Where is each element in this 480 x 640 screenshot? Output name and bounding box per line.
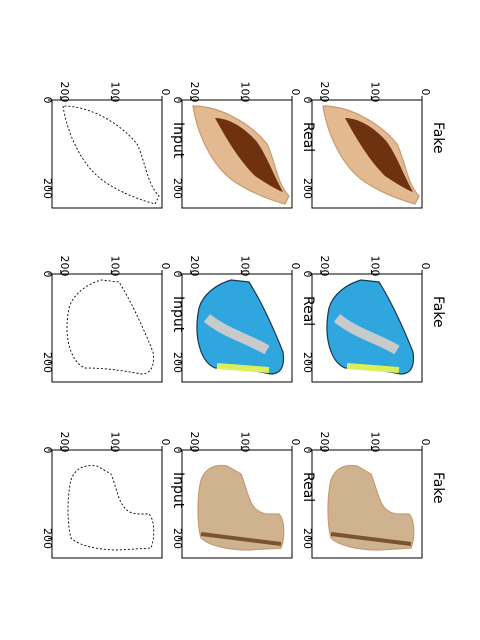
bottom-tick-label: 200 xyxy=(301,352,314,373)
bottom-tick-label: 200 xyxy=(171,528,184,549)
boot-sketch xyxy=(67,465,155,551)
panel-frame xyxy=(311,449,423,559)
bottom-tick-label: 200 xyxy=(301,528,314,549)
row3-fake-title: Fake xyxy=(430,472,446,504)
sneaker-mesh xyxy=(333,314,400,355)
row1-real-title: Real xyxy=(300,122,316,152)
panel-boot-input: 0 100 200 0 200 xyxy=(41,432,172,559)
panel-frame xyxy=(311,99,423,209)
panel-sneaker-input: 0 100 200 0 200 xyxy=(41,256,172,383)
left-tick-label: 0 xyxy=(419,89,432,96)
left-tick-label: 0 xyxy=(289,89,302,96)
panel-shoe-input: 0 100 200 0 200 xyxy=(41,82,172,209)
panel-frame xyxy=(181,449,293,559)
left-tick-label: 100 xyxy=(368,82,381,103)
sneaker-image xyxy=(326,279,415,375)
left-tick-label: 0 xyxy=(159,89,172,96)
panel-frame xyxy=(311,273,423,383)
row1-input-title: Input xyxy=(170,122,186,159)
panel-boot-real: 0 100 200 0 200 xyxy=(171,432,302,559)
panel-frame xyxy=(51,273,163,383)
left-tick-label: 0 xyxy=(419,439,432,446)
bottom-tick-label: 200 xyxy=(171,178,184,199)
bottom-tick-label: 0 xyxy=(171,447,184,454)
left-tick-label: 100 xyxy=(368,256,381,277)
bottom-tick-label: 0 xyxy=(171,97,184,104)
row1-fake-title: Fake xyxy=(430,122,446,154)
panel-frame xyxy=(181,273,293,383)
bottom-tick-label: 0 xyxy=(301,271,314,278)
sneaker-sole-accent xyxy=(346,363,400,373)
bottom-tick-label: 200 xyxy=(41,178,54,199)
bottom-tick-label: 200 xyxy=(41,528,54,549)
left-tick-label: 0 xyxy=(159,439,172,446)
row2-input-title: Input xyxy=(170,296,186,333)
left-tick-label: 200 xyxy=(188,432,201,453)
panel-sneaker-real: 0 100 200 0 200 xyxy=(171,256,302,383)
row2-real-title: Real xyxy=(300,296,316,326)
bottom-tick-label: 200 xyxy=(41,352,54,373)
panel-boot-fake: 0 100 200 0 200 xyxy=(301,432,432,559)
panel-shoe-real: 0 100 200 0 200 xyxy=(171,82,302,209)
left-tick-label: 200 xyxy=(58,432,71,453)
bottom-tick-label: 0 xyxy=(41,271,54,278)
boot-sole xyxy=(200,532,282,546)
left-tick-label: 100 xyxy=(238,432,251,453)
left-tick-label: 100 xyxy=(108,432,121,453)
panels-layer: 0 100 200 0 200 0 100 200 0 200 0 100 200 0 200 0 100 200… xyxy=(41,82,432,559)
left-tick-label: 200 xyxy=(58,82,71,103)
left-tick-label: 200 xyxy=(188,82,201,103)
bottom-tick-label: 200 xyxy=(171,352,184,373)
bottom-tick-label: 0 xyxy=(301,97,314,104)
sneaker-sketch xyxy=(66,279,154,375)
left-tick-label: 100 xyxy=(238,256,251,277)
panel-shoe-fake: 0 100 200 0 200 xyxy=(301,82,432,209)
bottom-tick-label: 0 xyxy=(301,447,314,454)
left-tick-label: 100 xyxy=(368,432,381,453)
panel-sneaker-fake: 0 100 200 0 200 xyxy=(301,256,432,383)
row3-real-title: Real xyxy=(300,472,316,502)
left-tick-label: 0 xyxy=(289,263,302,270)
left-tick-label: 100 xyxy=(108,256,121,277)
sneaker-sole-accent xyxy=(216,363,270,373)
left-tick-label: 100 xyxy=(238,82,251,103)
boot-sole xyxy=(330,532,412,546)
labels-layer: Fake Real Input Fake Real Input Fake Rea… xyxy=(170,122,446,509)
left-tick-label: 0 xyxy=(159,263,172,270)
panel-frame xyxy=(51,99,163,209)
bottom-tick-label: 0 xyxy=(171,271,184,278)
left-tick-label: 200 xyxy=(318,432,331,453)
left-tick-label: 0 xyxy=(289,439,302,446)
panel-frame xyxy=(51,449,163,559)
sneaker-mesh xyxy=(203,314,270,355)
panel-frame xyxy=(181,99,293,209)
left-tick-label: 200 xyxy=(318,82,331,103)
left-tick-label: 200 xyxy=(58,256,71,277)
shoe-sketch xyxy=(62,105,160,205)
bottom-tick-label: 0 xyxy=(41,447,54,454)
left-tick-label: 200 xyxy=(188,256,201,277)
left-tick-label: 100 xyxy=(108,82,121,103)
left-tick-label: 200 xyxy=(318,256,331,277)
bottom-tick-label: 200 xyxy=(301,178,314,199)
sneaker-image xyxy=(196,279,285,375)
bottom-tick-label: 0 xyxy=(41,97,54,104)
row2-fake-title: Fake xyxy=(430,296,446,328)
left-tick-label: 0 xyxy=(419,263,432,270)
row3-input-title: Input xyxy=(170,472,186,509)
